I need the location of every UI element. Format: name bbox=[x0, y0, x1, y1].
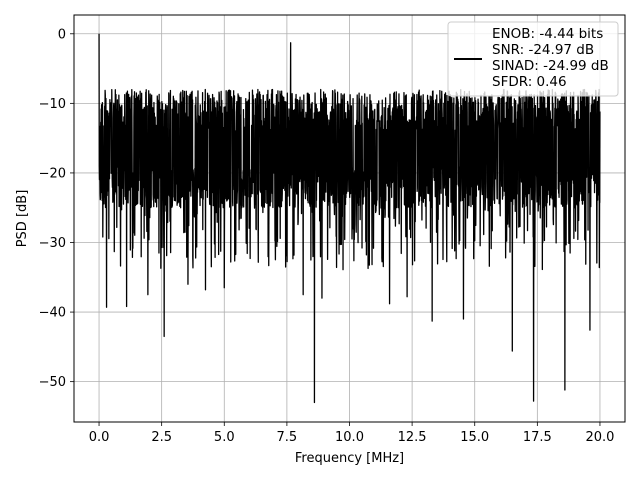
x-tick-label: 2.5 bbox=[151, 430, 172, 445]
x-tick-label: 17.5 bbox=[523, 430, 552, 445]
y-axis-ticks: 0 −10 −20 −30 −40 −50 bbox=[39, 27, 74, 390]
x-axis-ticks: 0.0 2.5 5.0 7.5 10.0 12.5 15.0 17.5 20.0 bbox=[89, 422, 614, 445]
axes-frame bbox=[73, 14, 626, 423]
y-axis-label: PSD [dB] bbox=[15, 190, 30, 248]
x-tick-label: 7.5 bbox=[277, 430, 298, 445]
plot-area bbox=[98, 33, 601, 404]
legend-snr: SNR: -24.97 dB bbox=[492, 42, 594, 58]
x-tick-label: 10.0 bbox=[335, 430, 364, 445]
x-tick-label: 20.0 bbox=[585, 430, 614, 445]
x-tick-label: 12.5 bbox=[398, 430, 427, 445]
legend-sinad: SINAD: -24.99 dB bbox=[492, 58, 609, 74]
y-tick-label: −50 bbox=[39, 375, 66, 390]
legend: ENOB: -4.44 bits SNR: -24.97 dB SINAD: -… bbox=[447, 21, 619, 97]
y-tick-label: −10 bbox=[39, 97, 66, 112]
y-tick-label: −20 bbox=[39, 166, 66, 181]
legend-sfdr: SFDR: 0.46 bbox=[492, 74, 567, 90]
psd-series-line bbox=[98, 33, 601, 404]
x-tick-label: 0.0 bbox=[89, 430, 110, 445]
x-tick-label: 5.0 bbox=[214, 430, 235, 445]
legend-enob: ENOB: -4.44 bits bbox=[492, 26, 603, 42]
x-axis-label: Frequency [MHz] bbox=[295, 451, 404, 466]
y-tick-label: −30 bbox=[39, 236, 66, 251]
y-tick-label: −40 bbox=[39, 306, 66, 321]
legend-box bbox=[447, 21, 619, 97]
x-tick-label: 15.0 bbox=[460, 430, 489, 445]
y-tick-label: 0 bbox=[58, 27, 66, 42]
